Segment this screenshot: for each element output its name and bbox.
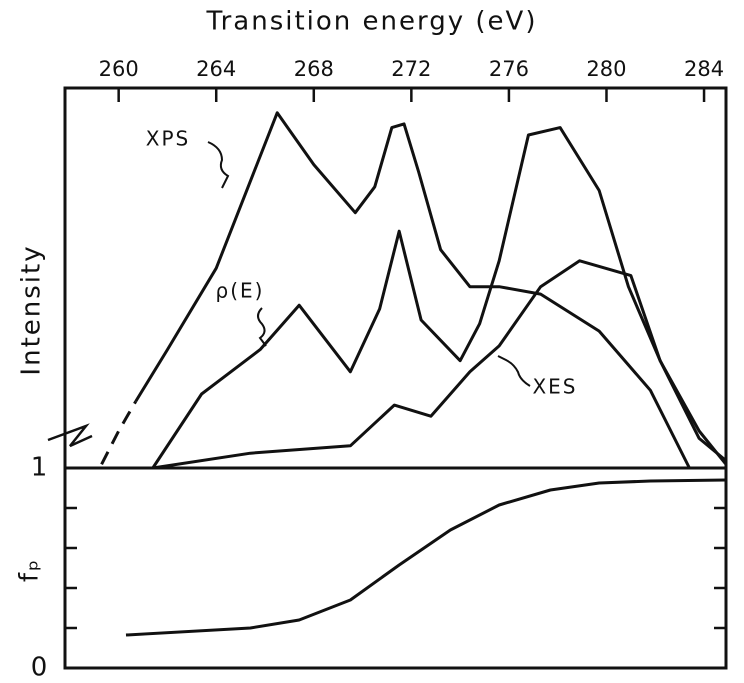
leader-line <box>207 141 230 189</box>
series-label: ρ(E) <box>216 279 265 303</box>
x-tick-label: 276 <box>489 57 529 81</box>
x-axis-title: Transition energy (eV) <box>206 7 538 37</box>
x-tick-label: 268 <box>294 57 334 81</box>
series-label: XPS <box>146 127 190 151</box>
y-axis-title: fₚ <box>15 558 45 582</box>
x-tick-label: 260 <box>99 57 139 81</box>
x-tick-label: 272 <box>391 57 431 81</box>
axis-break <box>47 423 93 448</box>
frame <box>63 86 728 670</box>
x-tick-label: 264 <box>196 57 236 81</box>
line <box>151 126 727 469</box>
leader-line <box>257 307 267 347</box>
series-label: XES <box>532 375 577 399</box>
y-tick-label: 1 <box>31 453 50 483</box>
line <box>125 478 727 637</box>
y-axis-title: Intensity <box>17 244 47 375</box>
line-extrapolation <box>100 400 138 465</box>
y-tick-label: 0 <box>31 653 50 683</box>
x-tick-label: 284 <box>684 57 724 81</box>
x-tick-label: 280 <box>586 57 626 81</box>
line <box>152 259 728 470</box>
leader-line <box>497 355 531 387</box>
line <box>134 111 691 469</box>
